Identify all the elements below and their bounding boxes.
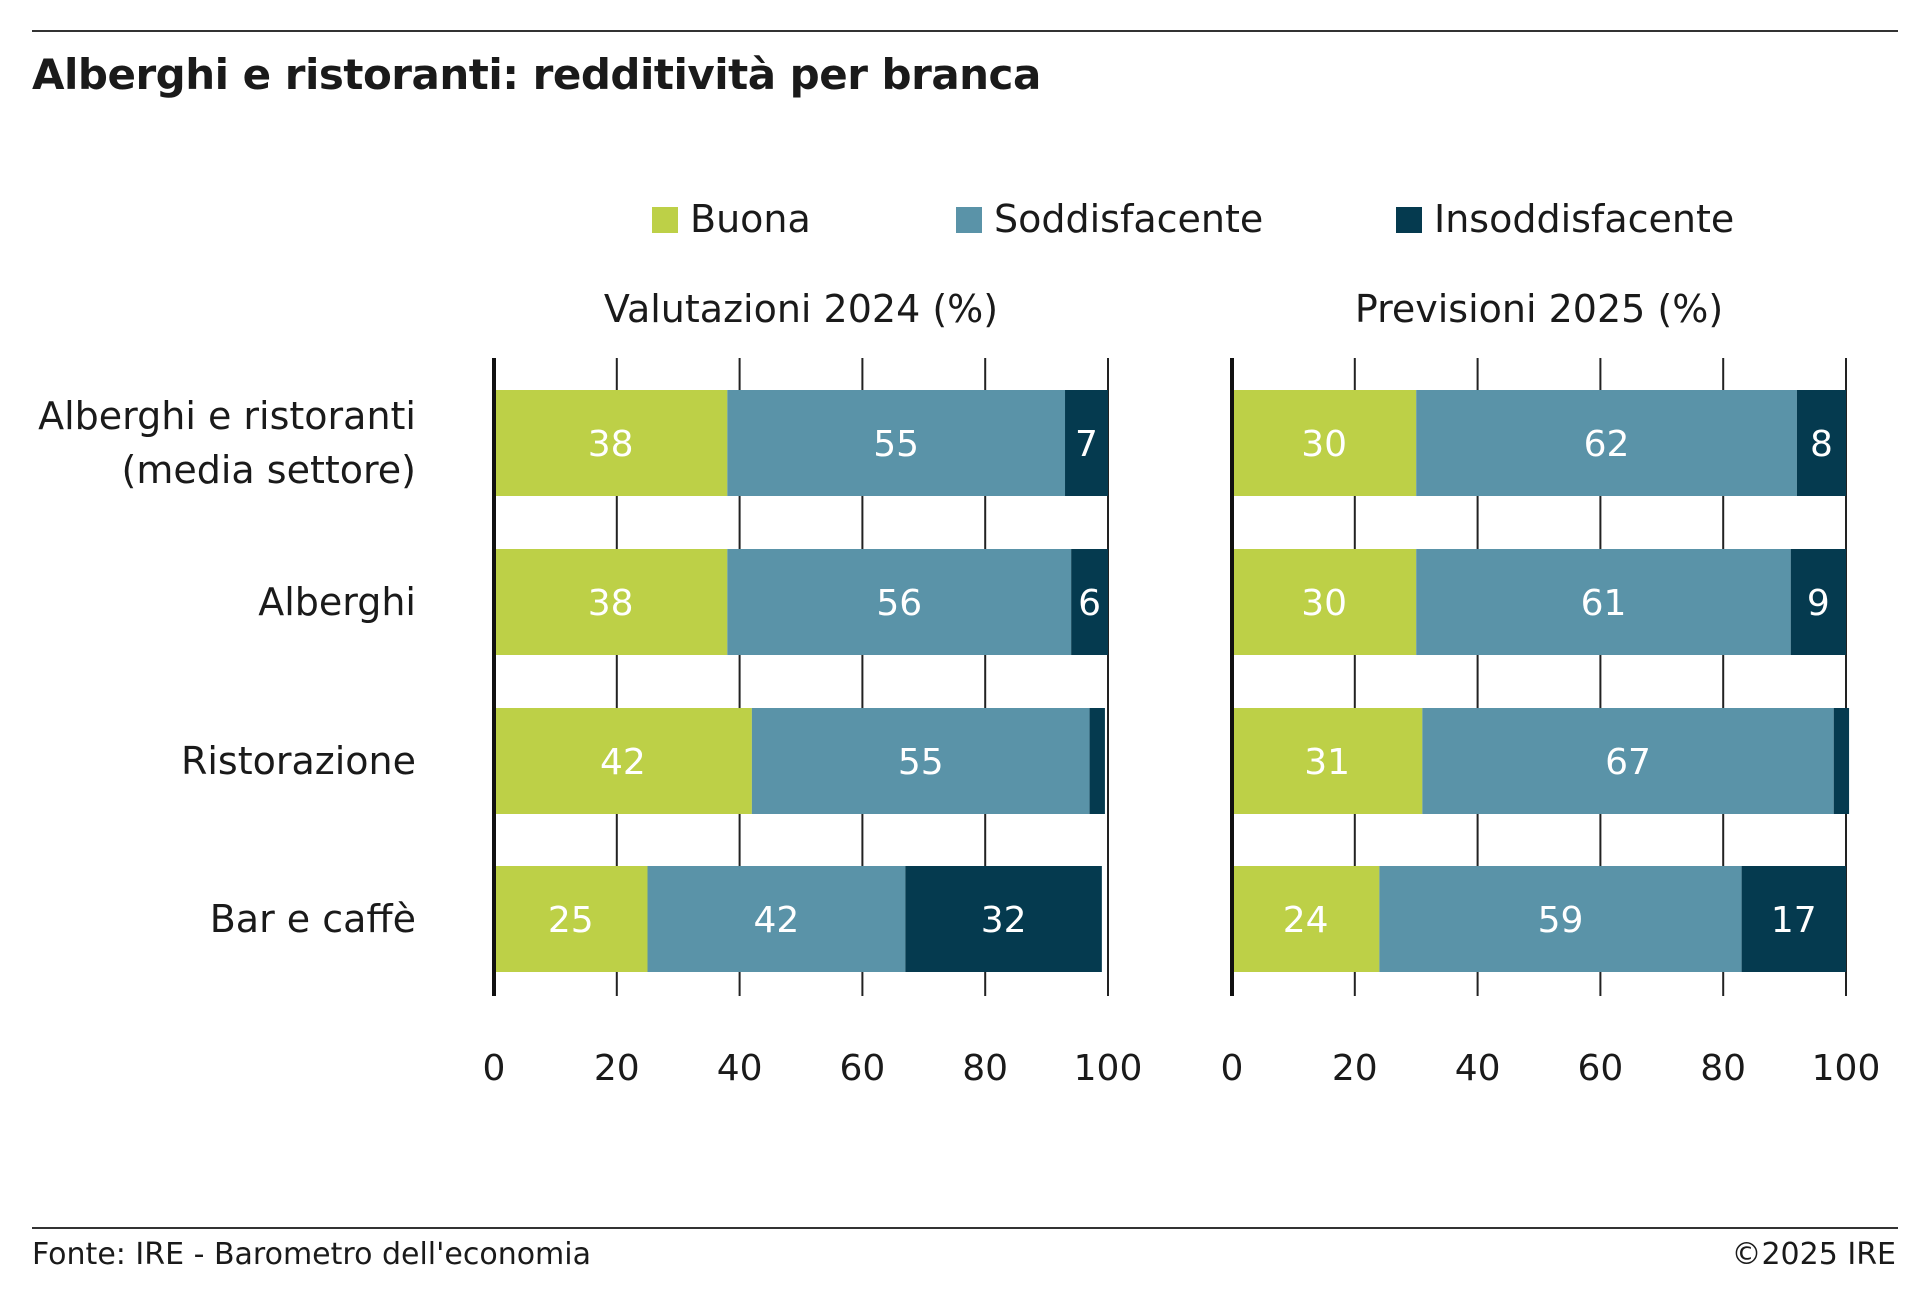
category-label-3: Ristorazione xyxy=(181,739,416,783)
panel-2-tick-label-0: 0 xyxy=(1221,1048,1244,1089)
panel-2-bar-insoddisfacente-3 xyxy=(1833,708,1850,814)
panel-1-tick-label-40: 40 xyxy=(717,1048,763,1089)
panel-2-data-label-soddisfacente-2: 61 xyxy=(1581,583,1627,624)
panel-1-tick-label-80: 80 xyxy=(962,1048,1008,1089)
panel-1-data-label-insoddisfacente-1: 7 xyxy=(1075,424,1098,465)
panel-2-tick-label-80: 80 xyxy=(1700,1048,1746,1089)
panel-2-tick-label-100: 100 xyxy=(1812,1048,1881,1089)
panel-1-tick-label-100: 100 xyxy=(1074,1048,1143,1089)
panel-2-bar-soddisfacente-4 xyxy=(1379,866,1742,972)
panel-1-data-label-soddisfacente-2: 56 xyxy=(876,583,922,624)
category-label-1-line-1: Alberghi e ristoranti xyxy=(38,394,416,438)
legend-label-soddisfacente: Soddisfacente xyxy=(994,197,1263,241)
panel-2-tick-label-40: 40 xyxy=(1455,1048,1501,1089)
panel-1-data-label-insoddisfacente-2: 6 xyxy=(1078,583,1101,624)
chart-title: Alberghi e ristoranti: redditività per b… xyxy=(32,50,1041,99)
panel-2-data-label-buona-3: 31 xyxy=(1304,742,1350,783)
panel-2-data-label-insoddisfacente-4: 17 xyxy=(1771,900,1817,941)
panel-2-bar-buona-3 xyxy=(1232,708,1423,814)
panel-2-data-label-buona-1: 30 xyxy=(1301,424,1347,465)
panel-2-data-label-buona-4: 24 xyxy=(1283,900,1329,941)
panel-2-data-label-insoddisfacente-1: 8 xyxy=(1810,424,1833,465)
panel-1-bar-soddisfacente-2 xyxy=(727,549,1072,655)
panel-1-bar-buona-4 xyxy=(494,866,648,972)
panel-1-data-label-buona-1: 38 xyxy=(588,424,634,465)
panel-2-data-label-soddisfacente-4: 59 xyxy=(1538,900,1584,941)
panel-2-data-label-buona-2: 30 xyxy=(1301,583,1347,624)
category-label-1-line-2: (media settore) xyxy=(122,448,416,492)
panel-1-tick-label-60: 60 xyxy=(839,1048,885,1089)
legend-swatch-buona xyxy=(652,207,678,233)
panel-2-bar-buona-1 xyxy=(1232,390,1417,496)
copyright-note: ©2025 IRE xyxy=(1731,1237,1896,1272)
panel-1-bar-buona-3 xyxy=(494,708,752,814)
legend-label-buona: Buona xyxy=(690,197,811,241)
panel-1-bar-insoddisfacente-1 xyxy=(1065,390,1108,496)
panel-1-tick-label-0: 0 xyxy=(483,1048,506,1089)
panel-1-data-label-buona-2: 38 xyxy=(588,583,634,624)
panel-2-title: Previsioni 2025 (%) xyxy=(1355,287,1723,331)
panel-1-bar-insoddisfacente-4 xyxy=(905,866,1102,972)
category-label-2: Alberghi xyxy=(258,580,416,624)
legend-swatch-insoddisfacente xyxy=(1396,207,1422,233)
source-note: Fonte: IRE - Barometro dell'economia xyxy=(32,1237,591,1272)
panel-1-bar-soddisfacente-1 xyxy=(727,390,1066,496)
panel-2-data-label-soddisfacente-1: 62 xyxy=(1584,424,1630,465)
panel-1-bar-buona-2 xyxy=(494,549,728,655)
panel-1-data-label-soddisfacente-4: 42 xyxy=(754,900,800,941)
panel-1-bar-buona-1 xyxy=(494,390,728,496)
legend-label-insoddisfacente: Insoddisfacente xyxy=(1434,197,1734,241)
panel-2-bar-soddisfacente-2 xyxy=(1416,549,1791,655)
panel-1-data-label-soddisfacente-1: 55 xyxy=(873,424,919,465)
panel-1-tick-label-20: 20 xyxy=(594,1048,640,1089)
panel-1-data-label-insoddisfacente-4: 32 xyxy=(981,900,1027,941)
panel-2-tick-label-20: 20 xyxy=(1332,1048,1378,1089)
panel-1-data-label-buona-4: 25 xyxy=(548,900,594,941)
panel-2-bar-buona-4 xyxy=(1232,866,1380,972)
panel-1-bar-insoddisfacente-2 xyxy=(1071,549,1108,655)
panel-2-bar-buona-2 xyxy=(1232,549,1417,655)
panel-1-data-label-buona-3: 42 xyxy=(600,742,646,783)
panel-2-bar-insoddisfacente-2 xyxy=(1790,549,1846,655)
legend-swatch-soddisfacente xyxy=(956,207,982,233)
category-label-4: Bar e caffè xyxy=(210,897,416,941)
panel-2-data-label-insoddisfacente-2: 9 xyxy=(1807,583,1830,624)
panel-2-tick-label-60: 60 xyxy=(1577,1048,1623,1089)
panel-2-data-label-soddisfacente-3: 67 xyxy=(1605,742,1651,783)
panel-1-bar-insoddisfacente-3 xyxy=(1089,708,1105,814)
panel-2-bar-soddisfacente-3 xyxy=(1422,708,1834,814)
panel-1-bar-soddisfacente-4 xyxy=(647,866,906,972)
bottom-rule xyxy=(32,1227,1898,1229)
panel-2-bar-insoddisfacente-4 xyxy=(1741,866,1846,972)
panel-1-title: Valutazioni 2024 (%) xyxy=(604,287,998,331)
top-rule xyxy=(32,30,1898,32)
panel-2-bar-insoddisfacente-1 xyxy=(1796,390,1846,496)
panel-1-bar-soddisfacente-3 xyxy=(751,708,1090,814)
panel-1-data-label-soddisfacente-3: 55 xyxy=(898,742,944,783)
panel-2-bar-soddisfacente-1 xyxy=(1416,390,1797,496)
